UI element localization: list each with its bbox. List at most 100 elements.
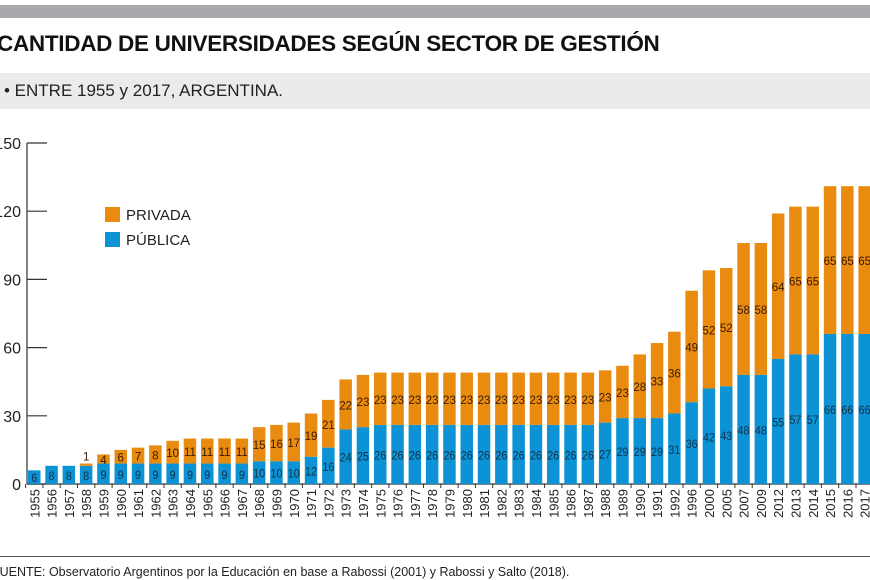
bar-publica-1967: [235, 463, 249, 484]
data-label-privada: 65: [824, 256, 837, 268]
x-tick-label: 1968: [252, 489, 267, 518]
bar-privada-1985: [547, 372, 560, 425]
data-label-publica: 6: [31, 473, 37, 485]
data-label-publica: 26: [513, 450, 525, 462]
bar-publica-1996: [685, 402, 698, 484]
data-label-privada: 23: [564, 395, 577, 407]
x-tick-label: 1974: [356, 489, 371, 518]
data-label-privada: 11: [184, 447, 196, 459]
bar-publica-2007: [737, 374, 750, 484]
bar-privada-1968: [252, 427, 266, 462]
legend-swatch-privada: [105, 207, 120, 222]
data-label-publica: 9: [118, 470, 124, 482]
bar-publica-1976: [391, 424, 404, 484]
x-tick-label: 1956: [45, 489, 60, 518]
data-label-privada: 1: [83, 452, 89, 464]
x-tick-label: 1973: [339, 489, 354, 518]
bar-publica-1964: [183, 463, 197, 484]
data-label-publica: 66: [859, 405, 870, 417]
bar-privada-1984: [529, 372, 543, 425]
bar-privada-1978: [425, 372, 439, 425]
data-label-privada: 21: [322, 420, 335, 432]
bar-publica-1980: [460, 424, 473, 484]
data-label-privada: 11: [219, 447, 231, 459]
bar-privada-1979: [443, 372, 456, 425]
bar-privada-1977: [408, 372, 422, 425]
data-label-privada: 49: [685, 342, 698, 354]
x-tick-label: 2000: [702, 489, 717, 518]
data-label-publica: 26: [443, 450, 455, 462]
data-label-privada: 23: [460, 395, 473, 407]
x-tick-label: 2017: [858, 489, 870, 518]
bar-privada-1988: [598, 370, 612, 423]
data-label-privada: 8: [152, 450, 158, 462]
data-label-publica: 9: [100, 470, 106, 482]
top-bar: [0, 5, 870, 18]
bar-privada-1969: [270, 424, 283, 462]
bar-publica-1991: [650, 418, 664, 484]
data-label-publica: 12: [305, 466, 317, 478]
data-label-publica: 36: [686, 439, 698, 451]
data-label-publica: 10: [253, 469, 265, 481]
data-label-publica: 9: [204, 470, 210, 482]
data-label-publica: 9: [239, 470, 245, 482]
data-label-privada: 23: [599, 392, 612, 404]
data-label-privada: 22: [339, 400, 352, 412]
bar-publica-1983: [512, 424, 525, 484]
bar-publica-1966: [218, 463, 231, 484]
x-tick-label: 2016: [840, 489, 855, 518]
data-label-privada: 52: [703, 325, 716, 337]
bar-publica-1961: [131, 463, 145, 484]
x-tick-label: 1962: [148, 489, 163, 518]
bar-publica-2013: [789, 354, 802, 484]
bar-publica-2005: [720, 386, 733, 484]
data-label-publica: 25: [357, 452, 369, 464]
bar-publica-1977: [408, 424, 422, 484]
bar-privada-1973: [339, 379, 352, 430]
data-label-privada: 64: [772, 282, 785, 294]
bar-privada-2009: [754, 243, 768, 375]
x-tick-label: 2012: [771, 489, 786, 518]
bar-privada-1964: [183, 438, 197, 464]
data-label-privada: 23: [478, 395, 491, 407]
bar-privada-1996: [685, 290, 698, 403]
x-tick-label: 1980: [460, 489, 475, 518]
bar-publica-1990: [633, 418, 646, 484]
bar-publica-2016: [841, 333, 854, 484]
x-tick-label: 1987: [581, 489, 596, 518]
data-label-privada: 23: [495, 395, 508, 407]
x-tick-label: 1992: [667, 489, 682, 518]
bar-privada-1982: [495, 372, 508, 425]
data-label-privada: 23: [443, 395, 456, 407]
legend-label: PRIVADA: [126, 207, 191, 224]
bar-publica-1986: [564, 424, 577, 484]
x-tick-label: 1977: [408, 489, 423, 518]
data-label-publica: 29: [651, 447, 663, 459]
x-tick-label: 1970: [287, 489, 302, 518]
bar-publica-1969: [270, 461, 283, 484]
data-label-privada: 36: [668, 369, 681, 381]
bar-privada-2005: [720, 268, 733, 387]
x-tick-label: 2009: [754, 489, 769, 518]
data-label-privada: 65: [841, 256, 854, 268]
x-tick-label: 1960: [114, 489, 129, 518]
data-label-privada: 23: [408, 395, 421, 407]
data-label-privada: 15: [253, 440, 266, 452]
data-label-publica: 26: [392, 450, 404, 462]
bar-publica-1973: [339, 429, 352, 484]
data-label-publica: 29: [634, 447, 646, 459]
bar-publica-1960: [114, 463, 127, 484]
data-label-publica: 24: [340, 453, 353, 465]
bar-publica-2014: [806, 354, 819, 484]
bar-privada-1971: [304, 413, 318, 457]
x-tick-label: 1979: [442, 489, 457, 518]
x-tick-label: 1984: [529, 489, 544, 518]
data-label-publica: 16: [322, 462, 334, 474]
chart-title: CANTIDAD DE UNIVERSIDADES SEGÚN SECTOR D…: [0, 31, 660, 56]
bar-publica-2009: [754, 374, 768, 484]
data-label-publica: 9: [152, 470, 158, 482]
subtitle-band: [0, 73, 870, 109]
data-label-publica: 26: [530, 450, 542, 462]
x-tick-label: 1967: [235, 489, 250, 518]
x-tick-label: 1982: [494, 489, 509, 518]
